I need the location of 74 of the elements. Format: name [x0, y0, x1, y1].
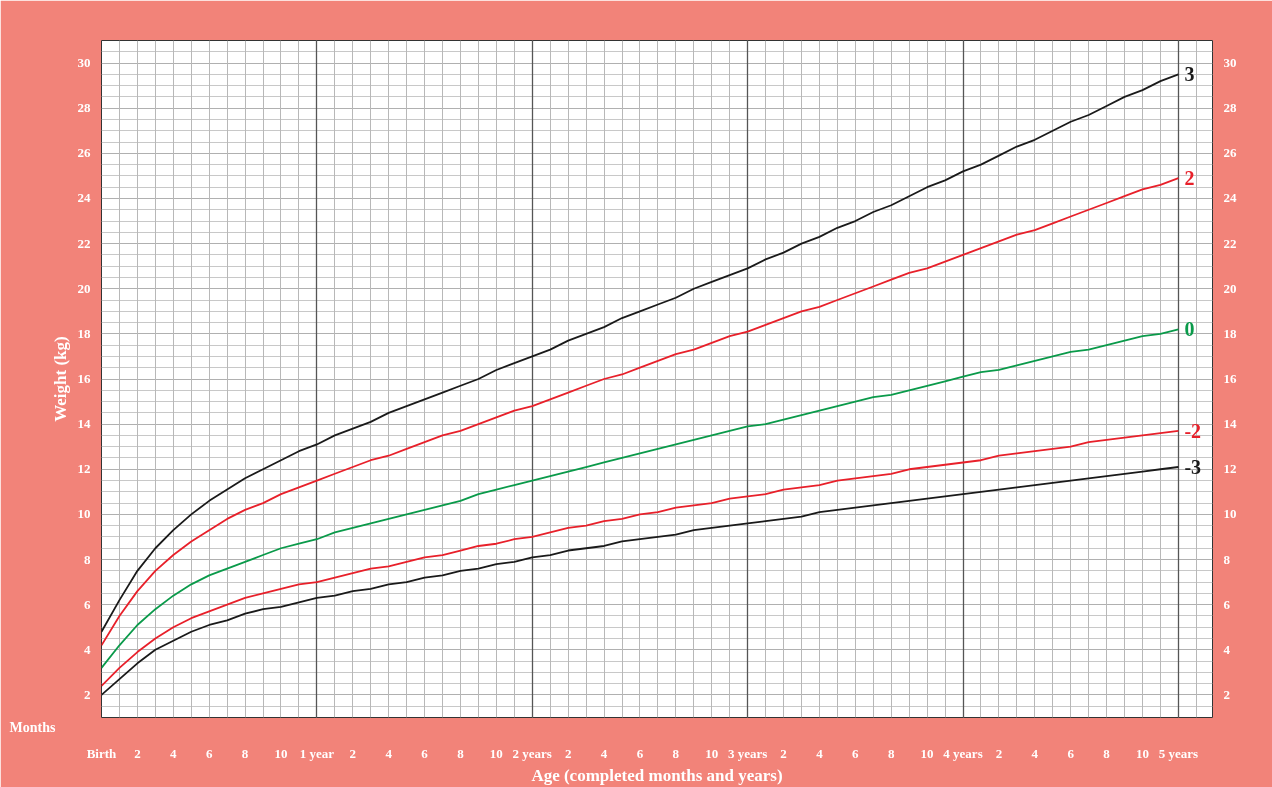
x-tick-label: 6 [1067, 745, 1075, 761]
line-series [101, 430, 1180, 687]
x-tick-label: 4 [385, 745, 393, 761]
x-tick-label: 10 [274, 745, 288, 761]
y2-tick-label: 18 [1223, 325, 1237, 341]
y-tick-label: 12 [77, 461, 91, 477]
y2-tick-label: 14 [1223, 416, 1237, 432]
y2-tick-label: 28 [1223, 100, 1237, 116]
y2-tick-label: 8 [1223, 551, 1231, 567]
line-series [101, 73, 1180, 633]
y-tick-label: 30 [77, 55, 91, 71]
line-series [101, 177, 1180, 647]
x-tick-label: 4 [600, 745, 608, 761]
y-tick-label: 8 [84, 551, 91, 567]
x-tick-label: 2 [564, 745, 572, 761]
x-axis-title: Age (completed months and years) [531, 765, 783, 785]
y-tick-label: 18 [77, 325, 91, 341]
y-axis-title: Weight (kg) [50, 336, 70, 422]
x-tick-label: 8 [241, 745, 249, 761]
x-tick-label: 8 [457, 745, 465, 761]
y2-tick-label: 4 [1223, 641, 1231, 657]
y-tick-label: 24 [77, 190, 91, 206]
x-tick-label: 2 years [512, 745, 552, 761]
x-tick-label: 6 [205, 745, 213, 761]
x-tick-label: 2 [780, 745, 787, 761]
y-tick-label: 6 [84, 596, 91, 612]
x-tick-label: 2 [995, 745, 1003, 761]
y-tick-label: 26 [77, 145, 91, 161]
series-label: 0 [1184, 318, 1195, 341]
text: Months [9, 719, 56, 735]
series-label: -3 [1184, 456, 1202, 479]
x-tick-label: 10 [489, 745, 503, 761]
y-tick-label: 22 [77, 235, 91, 251]
y2-tick-label: 2 [1223, 686, 1230, 702]
y2-tick-label: 20 [1223, 280, 1237, 296]
y2-tick-label: 30 [1223, 55, 1237, 71]
y-tick-label: 2 [84, 686, 91, 702]
y2-tick-label: 22 [1223, 235, 1237, 251]
y2-tick-label: 6 [1223, 596, 1231, 612]
y2-tick-label: 12 [1223, 461, 1237, 477]
y2-tick-label: 26 [1223, 145, 1237, 161]
x-tick-label: 8 [672, 745, 680, 761]
x-tick-label: 5 years [1158, 745, 1199, 761]
series-label: 3 [1184, 63, 1195, 86]
x-tick-label: 4 [816, 745, 824, 761]
y-tick-label: 28 [77, 100, 91, 116]
x-tick-label: 3 years [727, 745, 768, 761]
x-tick-label: 10 [705, 745, 719, 761]
y-tick-label: 16 [77, 371, 91, 386]
y2-tick-label: 16 [1223, 371, 1237, 386]
y-tick-label: 4 [84, 641, 91, 657]
x-tick-label: 4 [170, 745, 178, 761]
y-tick-label: 10 [77, 506, 91, 522]
x-tick-label: 10 [1136, 745, 1149, 761]
x-tick-label: 6 [852, 745, 860, 761]
y-tick-label: 14 [77, 416, 91, 432]
x-tick-label: 4 [1031, 745, 1039, 761]
x-tick-label: 8 [1103, 745, 1111, 761]
y2-tick-label: 10 [1223, 506, 1237, 522]
x-tick-label: 6 [636, 745, 644, 761]
y2-tick-label: 24 [1223, 190, 1237, 206]
line-series [101, 466, 1180, 696]
y-tick-label: 20 [77, 280, 91, 296]
x-tick-label: 2 [349, 745, 357, 761]
series-label: 2 [1184, 167, 1195, 190]
x-tick-label: Birth [86, 745, 118, 761]
x-tick-label: 2 [134, 745, 141, 761]
x-tick-label: 1 year [299, 745, 335, 761]
x-tick-label: 6 [421, 745, 429, 761]
x-tick-label: 4 years [943, 745, 983, 761]
x-tick-label: 10 [920, 745, 934, 761]
series-label: -2 [1184, 419, 1202, 442]
x-tick-label: 8 [887, 745, 895, 761]
line-series [101, 328, 1180, 669]
